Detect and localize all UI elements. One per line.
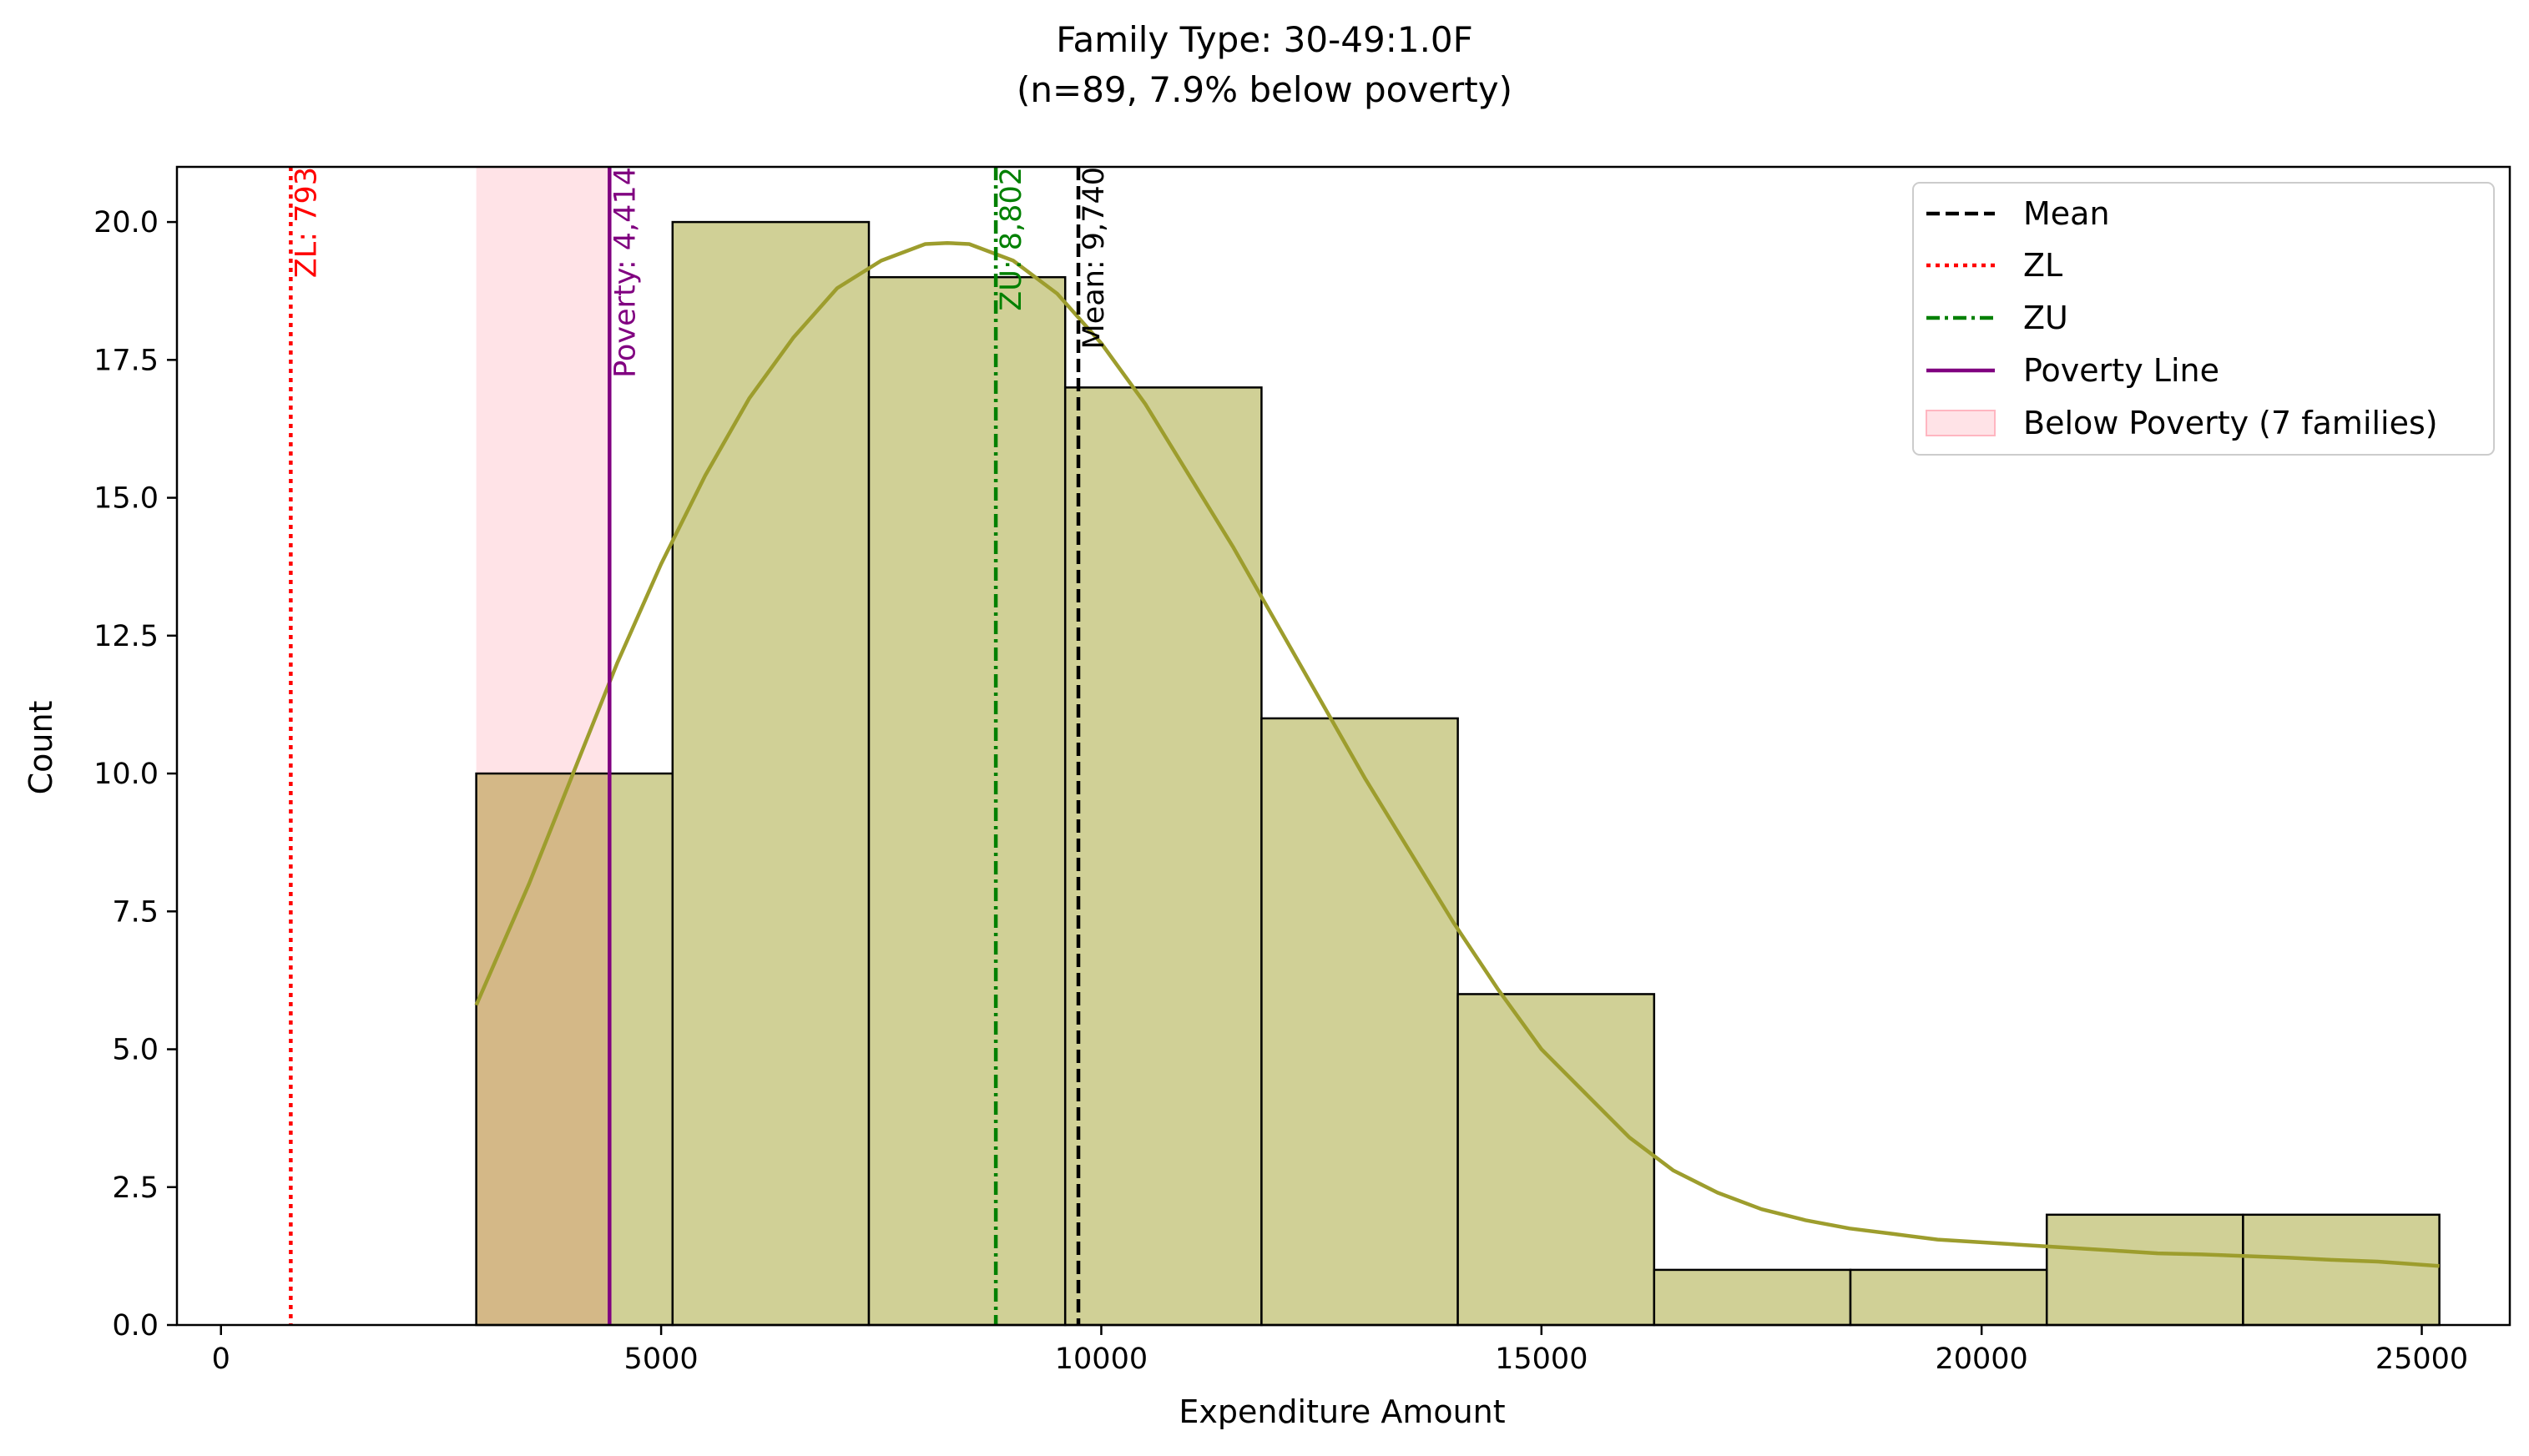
- y-tick-label: 12.5: [93, 620, 159, 653]
- x-axis-ticks: 0 5000 10000 15000 20000 25000: [212, 1325, 2468, 1376]
- legend-box: [1912, 182, 2495, 456]
- vline-label: Mean: 9,740: [1078, 167, 1111, 349]
- chart-subtitle: (n=89, 7.9% below poverty): [1017, 69, 1512, 110]
- y-tick-label: 20.0: [93, 206, 159, 239]
- poverty-overlap: [477, 774, 610, 1324]
- poverty-overlap-layer: [477, 774, 610, 1324]
- x-tick-label: 15000: [1495, 1343, 1588, 1376]
- y-axis-label: Count: [23, 701, 59, 795]
- y-axis-ticks: 0.0 2.5 5.0 7.5 10.0 12.5 15.0 17.5 20.0: [93, 206, 177, 1343]
- legend: Mean ZL ZU Poverty Line Below Poverty (7 fam…: [1912, 182, 2495, 456]
- histogram-bar: [1063, 386, 1263, 1327]
- y-tick-label: 2.5: [112, 1171, 159, 1205]
- legend-label: ZU: [2023, 300, 2068, 336]
- plot-frame: [175, 165, 2511, 1327]
- y-tick-label: 0.0: [112, 1309, 159, 1343]
- vline-label: Poverty: 4,414: [608, 167, 642, 378]
- vline-label: ZU: 8,802: [995, 167, 1028, 311]
- histogram-bar: [867, 275, 1067, 1327]
- histogram-bar: [1653, 1268, 1852, 1327]
- kde-curve: [474, 240, 2440, 1268]
- x-tick-label: 5000: [624, 1343, 699, 1376]
- x-tick-label: 25000: [2375, 1343, 2468, 1376]
- chart-title: Family Type: 30-49:1.0F: [1056, 19, 1473, 60]
- y-tick-label: 10.0: [93, 758, 159, 791]
- x-tick-label: 0: [212, 1343, 230, 1376]
- histogram-bar: [1260, 717, 1459, 1327]
- histogram-bars: [475, 220, 2441, 1327]
- histogram-bar: [2045, 1213, 2244, 1327]
- kde-curve-layer: [474, 240, 2440, 1268]
- legend-label: ZL: [2023, 247, 2062, 284]
- legend-swatch: [1926, 410, 1996, 436]
- y-tick-label: 15.0: [93, 482, 159, 516]
- legend-label: Mean: [2023, 195, 2110, 232]
- histogram-bar: [671, 220, 871, 1327]
- y-tick-label: 17.5: [93, 344, 159, 377]
- histogram-bar: [1849, 1268, 2048, 1327]
- histogram-bar: [2242, 1213, 2441, 1327]
- x-tick-label: 10000: [1055, 1343, 1148, 1376]
- x-axis-label: Expenditure Amount: [1179, 1393, 1505, 1430]
- x-tick-label: 20000: [1935, 1343, 2027, 1376]
- legend-label: Below Poverty (7 families): [2023, 405, 2438, 441]
- reference-lines: Mean: 9,740 ZL: 793 ZU: 8,802 Poverty: 4,41…: [289, 167, 1111, 1325]
- y-tick-label: 7.5: [112, 895, 159, 929]
- legend-label: Poverty Line: [2023, 352, 2219, 389]
- histogram-bar: [1456, 993, 1656, 1327]
- vline-label: ZL: 793: [290, 167, 323, 278]
- y-tick-label: 5.0: [112, 1034, 159, 1067]
